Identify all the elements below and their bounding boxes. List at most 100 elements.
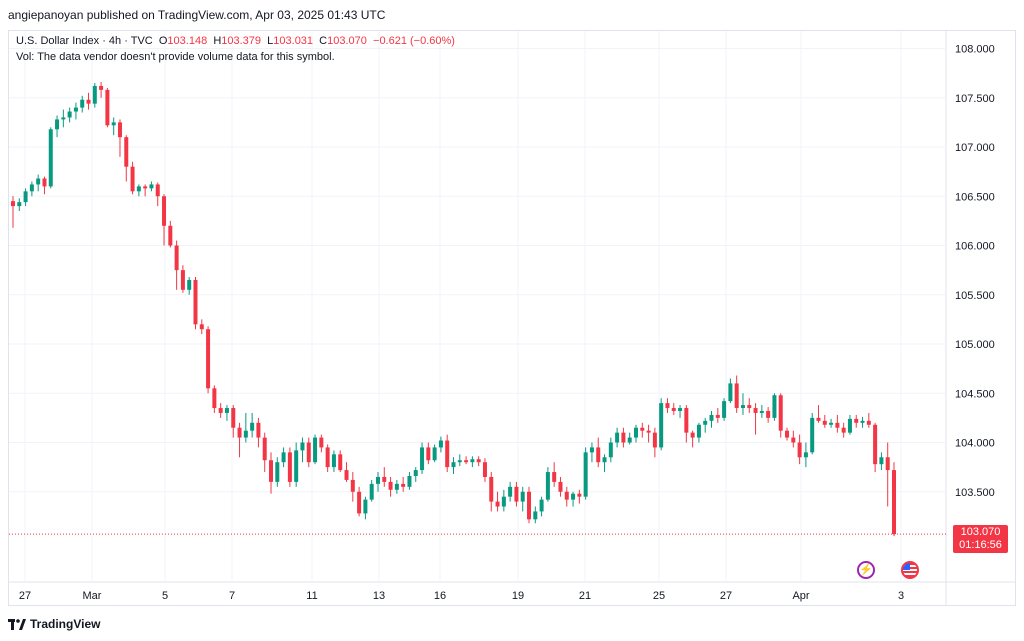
candle[interactable] [187,277,192,295]
candle[interactable] [464,456,469,465]
candle[interactable] [734,375,739,413]
candle[interactable] [275,457,280,487]
candle[interactable] [61,109,66,128]
candle[interactable] [331,450,336,473]
candle[interactable] [508,481,513,502]
candle[interactable] [42,176,47,195]
candle[interactable] [476,456,481,467]
candle[interactable] [117,119,122,157]
candle[interactable] [715,408,720,423]
candle[interactable] [709,410,714,428]
candle[interactable] [829,418,834,428]
candle[interactable] [822,414,827,428]
candle[interactable] [501,489,506,512]
candle[interactable] [633,424,638,443]
candle[interactable] [388,476,393,497]
candle[interactable] [350,472,355,502]
candle[interactable] [583,447,588,500]
candle[interactable] [728,378,733,404]
candle[interactable] [250,412,255,438]
candle[interactable] [589,442,594,463]
candle[interactable] [489,472,494,512]
candle[interactable] [785,427,790,441]
candle[interactable] [180,265,185,293]
candle[interactable] [394,479,399,494]
candle[interactable] [413,467,418,482]
candle[interactable] [457,454,462,467]
candle[interactable] [646,424,651,443]
candle[interactable] [73,102,78,120]
candle[interactable] [344,462,349,482]
candle[interactable] [835,414,840,433]
candle[interactable] [627,432,632,445]
candle[interactable] [690,430,695,448]
lightning-event-icon[interactable]: ⚡ [857,561,875,579]
candle[interactable] [816,405,821,423]
candle[interactable] [652,427,657,458]
candle[interactable] [778,393,783,438]
tradingview-logo[interactable]: TradingView [8,617,100,631]
candle[interactable] [533,506,538,524]
candle[interactable] [193,277,198,330]
candle[interactable] [885,442,890,507]
candle[interactable] [558,476,563,497]
candle[interactable] [426,442,431,465]
candle[interactable] [703,417,708,433]
candle[interactable] [287,447,292,487]
candle[interactable] [803,442,808,468]
candle[interactable] [17,198,22,212]
candle[interactable] [420,442,425,475]
candle[interactable] [130,161,135,195]
candle[interactable] [231,405,236,438]
candle[interactable] [854,414,859,428]
candle[interactable] [482,458,487,482]
candle[interactable] [237,422,242,458]
candle[interactable] [313,434,318,465]
candle[interactable] [866,412,871,428]
candle[interactable] [671,403,676,415]
candle[interactable] [243,412,248,443]
candle[interactable] [199,319,204,335]
candle[interactable] [99,81,104,98]
candle[interactable] [375,472,380,492]
candle[interactable] [300,437,305,463]
candle[interactable] [162,194,167,246]
candle[interactable] [564,486,569,507]
candle[interactable] [143,184,148,197]
candle[interactable] [810,412,815,455]
us-flag-event-icon[interactable] [901,561,919,579]
candle[interactable] [860,416,865,428]
candle[interactable] [678,405,683,418]
candle[interactable] [256,417,261,448]
candle[interactable] [105,87,110,128]
candle[interactable] [29,181,34,197]
candle[interactable] [319,434,324,453]
candle[interactable] [545,467,550,502]
candle[interactable] [48,127,53,189]
candle[interactable] [665,398,670,413]
candle[interactable] [596,437,601,468]
candle[interactable] [615,427,620,448]
candle[interactable] [218,403,223,418]
candle[interactable] [55,115,60,138]
candle[interactable] [212,385,217,413]
candle[interactable] [577,489,582,504]
candle[interactable] [766,407,771,423]
candle[interactable] [168,220,173,248]
candle[interactable] [791,430,796,448]
candle[interactable] [552,462,557,487]
candle[interactable] [722,398,727,421]
candle[interactable] [684,405,689,443]
candle[interactable] [325,444,330,473]
candle[interactable] [608,437,613,463]
candle[interactable] [80,95,85,113]
candle[interactable] [797,434,802,465]
symbol-title[interactable]: U.S. Dollar Index · 4h · TVC [16,35,153,47]
candle[interactable] [149,181,154,192]
candle[interactable] [23,188,28,207]
candle[interactable] [753,403,758,435]
candle[interactable] [382,467,387,487]
candle[interactable] [873,422,878,473]
candle[interactable] [136,184,141,197]
candle[interactable] [659,398,664,451]
